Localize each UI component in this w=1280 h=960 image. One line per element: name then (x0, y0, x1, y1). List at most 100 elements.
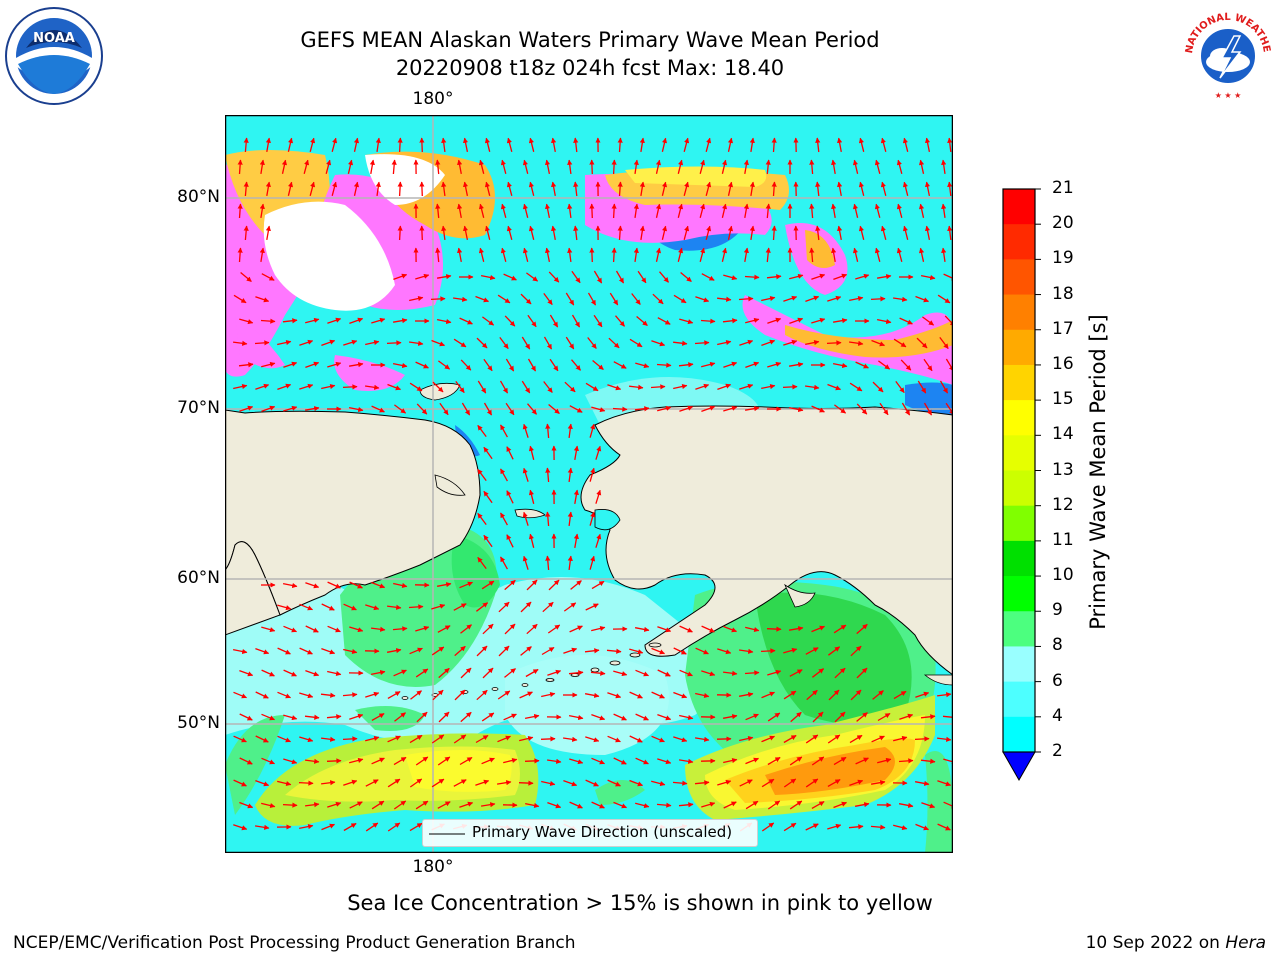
wave-arrow (436, 274, 452, 280)
wave-arrow (765, 159, 771, 175)
wave-arrow (299, 603, 313, 611)
wave-arrow (500, 512, 508, 526)
footer-host: Hera (1225, 933, 1266, 953)
wave-arrow (739, 648, 754, 654)
wave-arrow (639, 225, 645, 241)
wave-arrow (459, 317, 473, 325)
wave-arrow (924, 181, 931, 197)
wave-arrow (477, 424, 487, 437)
wave-arrow (454, 689, 466, 701)
colorbar-tick-label: 2 (1052, 741, 1063, 761)
colorbar-segment (1003, 189, 1035, 225)
wave-arrow (783, 690, 797, 700)
lon-label-bottom: 180° (412, 857, 454, 877)
wave-arrow (348, 406, 364, 413)
wave-arrow (657, 669, 671, 677)
wave-arrow (852, 159, 859, 174)
wave-arrow (431, 734, 445, 744)
wave-arrow (617, 225, 623, 241)
wave-arrow (765, 247, 771, 263)
wave-arrow (765, 203, 771, 219)
wave-arrow (415, 273, 430, 280)
map-legend: Primary Wave Direction (unscaled) (422, 819, 758, 847)
wave-arrow (701, 801, 716, 808)
wave-arrow (522, 203, 529, 218)
wave-arrow (893, 735, 908, 742)
colorbar-segment (1003, 505, 1035, 542)
wave-arrow (526, 272, 539, 282)
wave-arrow (902, 181, 909, 196)
colorbar-tick-label: 16 (1052, 353, 1074, 374)
wave-arrow (453, 296, 468, 302)
wave-arrow (652, 293, 664, 305)
wave-arrow (722, 318, 738, 324)
wave-arrow (585, 382, 599, 392)
wave-arrow (506, 534, 514, 548)
wave-arrow (460, 624, 472, 634)
colorbar-segment (1003, 364, 1035, 401)
wave-arrow (419, 137, 425, 153)
wave-arrow (299, 383, 314, 390)
wave-arrow (767, 361, 782, 368)
wave-arrow (856, 403, 868, 415)
colorbar-segment (1003, 646, 1035, 683)
wave-arrow (365, 735, 380, 742)
wave-arrow (699, 247, 706, 262)
wave-arrow (811, 317, 826, 324)
colorbar-segment (1003, 470, 1035, 507)
wave-arrow (629, 648, 644, 655)
wave-arrow (573, 489, 579, 505)
wave-arrow (896, 203, 903, 218)
wave-arrow (827, 734, 841, 744)
wave-arrow (453, 338, 467, 348)
wave-arrow (544, 203, 551, 219)
wave-arrow (591, 406, 606, 413)
wave-arrow (453, 734, 467, 744)
wave-arrow (613, 757, 627, 765)
wave-arrow (540, 736, 556, 742)
wave-arrow (563, 647, 578, 654)
wave-arrow (504, 668, 516, 678)
wave-arrow (482, 623, 494, 635)
wave-arrow (505, 358, 515, 372)
wave-arrow (680, 272, 692, 282)
wave-arrow (482, 316, 495, 326)
wave-arrow (478, 203, 485, 218)
wave-arrow (255, 735, 269, 743)
wave-arrow (749, 225, 755, 241)
wave-arrow (744, 274, 760, 280)
wave-arrow (454, 645, 466, 657)
wave-arrow (761, 778, 775, 788)
wave-arrow (397, 181, 403, 197)
wave-arrow (849, 295, 864, 302)
wave-arrow (254, 824, 270, 830)
wave-arrow (459, 581, 473, 589)
wave-arrow (809, 203, 815, 219)
wave-arrow (631, 293, 641, 305)
wave-arrow (243, 225, 249, 241)
wave-arrow (629, 779, 643, 787)
wave-arrow (573, 225, 579, 241)
wave-arrow (896, 159, 903, 174)
wave-arrow (717, 648, 732, 655)
wave-arrow (584, 648, 600, 654)
wave-arrow (701, 405, 716, 413)
wave-arrow (544, 159, 551, 175)
wave-arrow (522, 511, 529, 526)
wave-arrow (899, 713, 914, 720)
wave-arrow (387, 735, 401, 743)
wave-arrow (239, 801, 254, 809)
wave-arrow (589, 467, 596, 482)
wave-arrow (500, 556, 508, 570)
wave-arrow (299, 736, 314, 743)
wave-arrow (635, 362, 650, 369)
wave-arrow (694, 340, 710, 346)
wave-arrow (815, 181, 821, 197)
wave-arrow (678, 362, 694, 368)
wave-arrow (939, 337, 949, 350)
wave-arrow (874, 203, 881, 218)
wave-arrow (771, 225, 777, 241)
wave-arrow (321, 736, 336, 742)
wave-arrow (392, 626, 408, 632)
wave-arrow (673, 647, 687, 655)
